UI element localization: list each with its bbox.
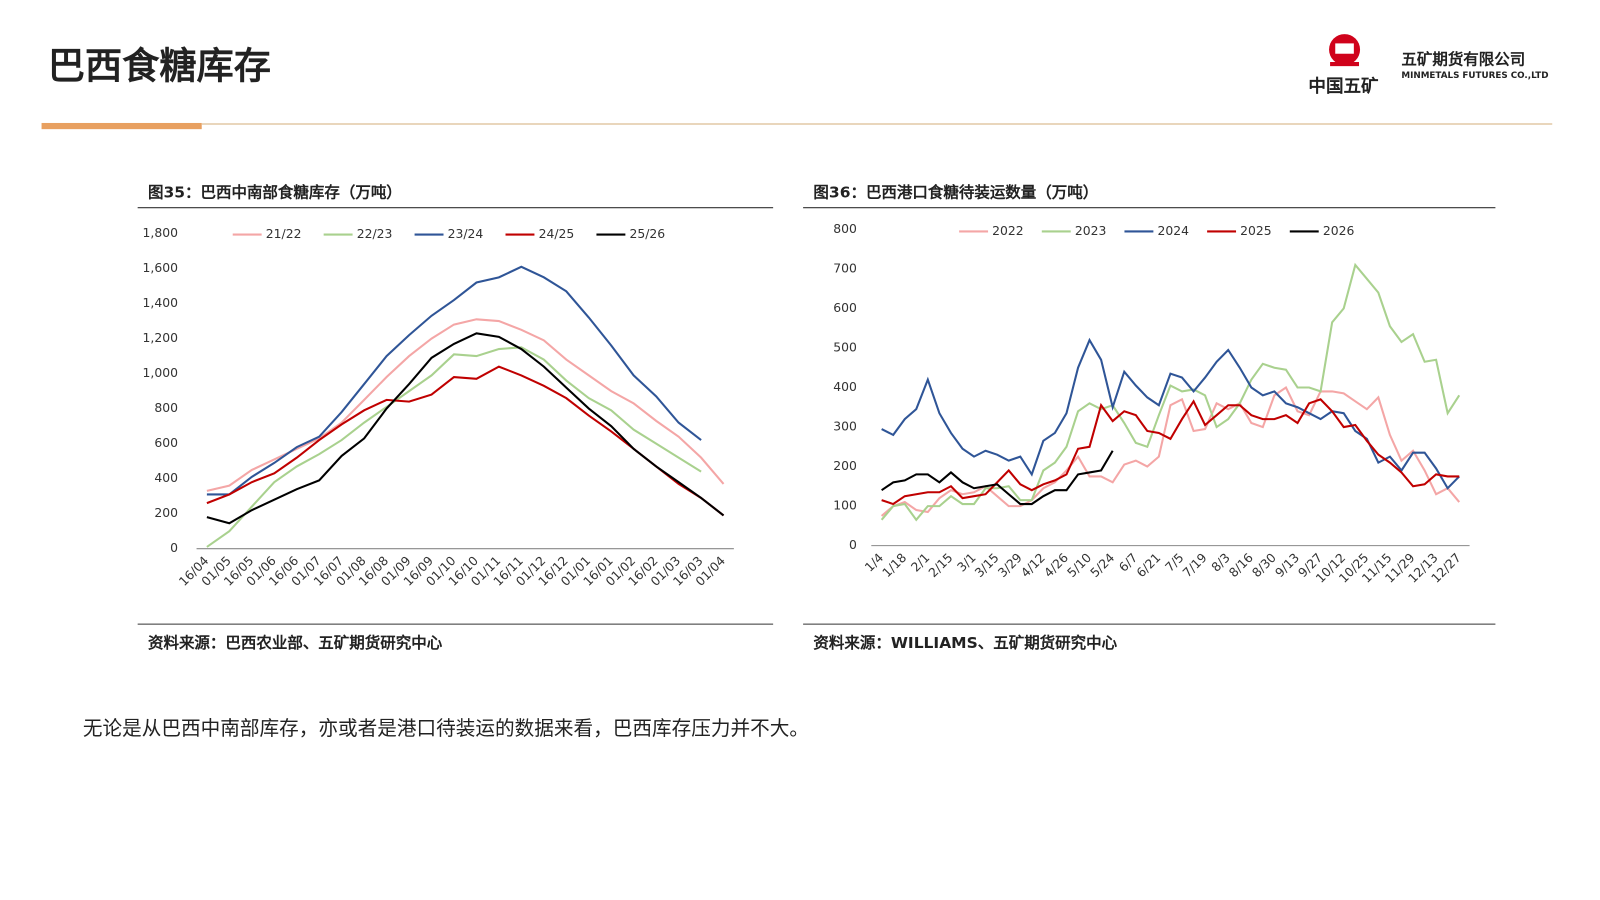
y-tick-label: 1,400: [143, 295, 179, 310]
series-line: [206, 346, 702, 548]
x-tick-label: 8/16: [1226, 550, 1256, 580]
series-line: [206, 365, 725, 517]
page-title: 巴西食糖库存: [48, 44, 271, 88]
x-tick-label: 5/24: [1087, 550, 1117, 580]
y-tick-label: 300: [833, 419, 857, 434]
x-tick-label: 5/10: [1064, 550, 1094, 580]
logo-en: MINMETALS FUTURES CO.,LTD: [1401, 71, 1548, 81]
y-tick-label: 400: [833, 379, 857, 394]
x-tick-label: 2/15: [925, 550, 955, 580]
y-tick-label: 1,800: [143, 225, 179, 240]
series-line: [881, 337, 1460, 490]
body-text: 无论是从巴西中南部库存，亦或者是港口待装运的数据来看，巴西库存压力并不大。: [83, 717, 809, 740]
legend-label: 2023: [1075, 223, 1107, 238]
logo-cn: 中国五矿: [1308, 76, 1379, 97]
logo-mark-base: [1330, 61, 1360, 67]
series-line: [881, 450, 1114, 506]
y-tick-label: 1,600: [143, 260, 179, 275]
x-tick-label: 7/19: [1179, 550, 1209, 580]
series-line: [206, 332, 725, 525]
chart-source: 资料来源：WILLIAMS、五矿期货研究中心: [813, 633, 1117, 652]
y-tick-label: 200: [154, 505, 178, 520]
logo-company: 五矿期货有限公司: [1401, 49, 1525, 68]
legend-label: 23/24: [448, 226, 484, 241]
series-line: [881, 398, 1460, 506]
y-tick-label: 200: [833, 458, 857, 473]
x-tick-label: 3/29: [995, 550, 1025, 580]
y-tick-label: 600: [154, 435, 178, 450]
legend-label: 2024: [1158, 223, 1190, 238]
y-tick-label: 500: [833, 339, 857, 354]
y-tick-label: 400: [154, 470, 178, 485]
chart-source: 资料来源：巴西农业部、五矿期货研究中心: [148, 633, 443, 652]
legend-label: 25/26: [630, 226, 666, 241]
y-tick-label: 0: [849, 537, 857, 552]
y-tick-label: 800: [154, 400, 178, 415]
series-line: [206, 265, 702, 496]
series-line: [880, 385, 1461, 517]
legend-label: 21/22: [266, 226, 302, 241]
y-tick-label: 0: [170, 540, 178, 555]
y-tick-label: 600: [833, 300, 857, 315]
y-tick-label: 1,000: [143, 365, 179, 380]
logo-mark-detail: [1335, 43, 1354, 54]
y-tick-label: 100: [833, 498, 857, 513]
x-tick-label: 1/18: [879, 550, 909, 580]
x-tick-label: 8/30: [1249, 550, 1279, 580]
series-line: [880, 262, 1461, 522]
x-tick-label: 4/26: [1041, 550, 1071, 580]
logo: 中国五矿 五矿期货有限公司 MINMETALS FUTURES CO.,LTD: [1308, 34, 1548, 97]
y-tick-label: 800: [833, 221, 857, 236]
legend-label: 22/23: [357, 226, 393, 241]
legend-label: 2022: [992, 223, 1024, 238]
y-tick-label: 700: [833, 260, 857, 275]
legend-label: 2026: [1323, 223, 1355, 238]
x-tick-label: 4/12: [1018, 550, 1048, 580]
x-tick-label: 6/21: [1133, 550, 1163, 580]
legend-label: 24/25: [539, 226, 575, 241]
chart-title: 图36：巴西港口食糖待装运数量（万吨）: [813, 183, 1098, 202]
x-tick-label: 9/13: [1272, 550, 1302, 580]
y-tick-label: 1,200: [143, 330, 179, 345]
legend-label: 2025: [1240, 223, 1272, 238]
chart-title: 图35：巴西中南部食糖库存（万吨）: [148, 183, 402, 202]
x-tick-label: 3/15: [971, 550, 1001, 580]
header-accent: [41, 122, 202, 130]
